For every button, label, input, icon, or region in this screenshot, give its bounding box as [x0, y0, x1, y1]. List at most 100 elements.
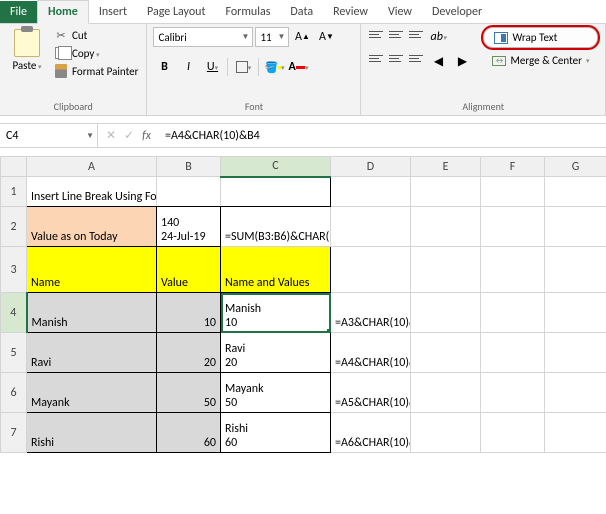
- cell-B3[interactable]: Value: [157, 247, 221, 293]
- shrink-font-button[interactable]: A▼: [315, 27, 337, 47]
- cell-D3[interactable]: [331, 247, 411, 293]
- font-color-button[interactable]: A: [287, 57, 309, 77]
- cell-D4[interactable]: =A3&CHAR(10)&B3: [331, 293, 411, 333]
- formula-bar[interactable]: =A4&CHAR(10)&B4: [159, 129, 606, 143]
- cell-E1[interactable]: [411, 177, 481, 207]
- tab-page-layout[interactable]: Page Layout: [137, 1, 215, 23]
- cell-B2[interactable]: 140 24-Jul-19: [157, 207, 221, 247]
- tab-home[interactable]: Home: [37, 0, 89, 24]
- cell-B5[interactable]: 20: [157, 333, 221, 373]
- cell-E4[interactable]: [411, 293, 481, 333]
- font-name-select[interactable]: Calibri▼: [153, 27, 253, 47]
- cell-F6[interactable]: [481, 373, 545, 413]
- row-header-5[interactable]: 5: [1, 333, 27, 373]
- cell-G6[interactable]: [545, 373, 606, 413]
- tab-formulas[interactable]: Formulas: [215, 1, 280, 23]
- cell-B1[interactable]: [157, 177, 221, 207]
- cell-G4[interactable]: [545, 293, 606, 333]
- cell-E6[interactable]: [411, 373, 481, 413]
- cell-E3[interactable]: [411, 247, 481, 293]
- cell-G7[interactable]: [545, 413, 606, 453]
- cell-A3[interactable]: Name: [27, 247, 157, 293]
- align-top-button[interactable]: [367, 27, 385, 41]
- row-header-2[interactable]: 2: [1, 207, 27, 247]
- row-header-6[interactable]: 6: [1, 373, 27, 413]
- col-header-A[interactable]: A: [27, 157, 157, 177]
- col-header-B[interactable]: B: [157, 157, 221, 177]
- tab-developer[interactable]: Developer: [422, 1, 492, 23]
- cell-A7[interactable]: Rishi: [27, 413, 157, 453]
- select-all-corner[interactable]: [1, 157, 27, 177]
- paste-button[interactable]: Paste: [6, 27, 48, 72]
- cell-C6[interactable]: Mayank 50: [221, 373, 331, 413]
- cell-F2[interactable]: [481, 207, 545, 247]
- cut-button[interactable]: ✂ Cut: [52, 27, 140, 43]
- cell-G1[interactable]: [545, 177, 606, 207]
- cell-A2[interactable]: Value as on Today: [27, 207, 157, 247]
- italic-button[interactable]: I: [177, 57, 199, 77]
- cell-D6[interactable]: =A5&CHAR(10)&B5: [331, 373, 411, 413]
- bold-button[interactable]: B: [153, 57, 175, 77]
- grow-font-button[interactable]: A▲: [291, 27, 313, 47]
- copy-button[interactable]: Copy: [52, 45, 140, 61]
- col-header-G[interactable]: G: [545, 157, 606, 177]
- cell-C1[interactable]: [221, 177, 331, 207]
- cell-C7[interactable]: Rishi 60: [221, 413, 331, 453]
- row-header-1[interactable]: 1: [1, 177, 27, 207]
- cell-G3[interactable]: [545, 247, 606, 293]
- cell-F3[interactable]: [481, 247, 545, 293]
- underline-button[interactable]: U: [201, 57, 223, 77]
- tab-data[interactable]: Data: [280, 1, 323, 23]
- cell-E7[interactable]: [411, 413, 481, 453]
- tab-view[interactable]: View: [378, 1, 422, 23]
- tab-review[interactable]: Review: [323, 1, 378, 23]
- cell-C4[interactable]: Manish 10: [221, 293, 331, 333]
- cell-F1[interactable]: [481, 177, 545, 207]
- increase-indent-button[interactable]: ▶: [451, 51, 473, 71]
- cell-A4[interactable]: Manish: [27, 293, 157, 333]
- cell-B4[interactable]: 10: [157, 293, 221, 333]
- cell-F5[interactable]: [481, 333, 545, 373]
- cell-E5[interactable]: [411, 333, 481, 373]
- align-left-button[interactable]: [367, 51, 385, 65]
- col-header-F[interactable]: F: [481, 157, 545, 177]
- fx-icon[interactable]: fx: [142, 129, 151, 143]
- col-header-E[interactable]: E: [411, 157, 481, 177]
- cell-A6[interactable]: Mayank: [27, 373, 157, 413]
- col-header-C[interactable]: C: [221, 157, 331, 177]
- cell-B7[interactable]: 60: [157, 413, 221, 453]
- tab-insert[interactable]: Insert: [89, 1, 137, 23]
- row-header-3[interactable]: 3: [1, 247, 27, 293]
- cell-D5[interactable]: =A4&CHAR(10)&B4: [331, 333, 411, 373]
- decrease-indent-button[interactable]: ◀: [427, 51, 449, 71]
- cell-G2[interactable]: [545, 207, 606, 247]
- cancel-formula-icon[interactable]: ✕: [106, 128, 116, 143]
- align-right-button[interactable]: [407, 51, 425, 65]
- wrap-text-button[interactable]: Wrap Text: [483, 27, 598, 48]
- cell-D2[interactable]: [331, 207, 411, 247]
- enter-formula-icon[interactable]: ✓: [124, 128, 134, 143]
- fill-color-button[interactable]: 🪣: [263, 57, 285, 77]
- cell-C3[interactable]: Name and Values: [221, 247, 331, 293]
- borders-button[interactable]: [232, 57, 254, 77]
- cell-F7[interactable]: [481, 413, 545, 453]
- cell-A5[interactable]: Ravi: [27, 333, 157, 373]
- cell-D1[interactable]: [331, 177, 411, 207]
- align-center-button[interactable]: [387, 51, 405, 65]
- font-size-select[interactable]: 11▼: [255, 27, 289, 47]
- merge-center-button[interactable]: Merge & Center: [483, 51, 598, 70]
- format-painter-button[interactable]: Format Painter: [52, 63, 140, 79]
- row-header-7[interactable]: 7: [1, 413, 27, 453]
- tab-file[interactable]: File: [0, 1, 37, 23]
- cell-D7[interactable]: =A6&CHAR(10)&B6: [331, 413, 411, 453]
- cell-A1[interactable]: Insert Line Break Using Formula: [27, 177, 157, 207]
- row-header-4[interactable]: 4: [1, 293, 27, 333]
- worksheet-grid[interactable]: ABCDEFG1Insert Line Break Using Formula2…: [0, 156, 606, 453]
- align-middle-button[interactable]: [387, 27, 405, 41]
- col-header-D[interactable]: D: [331, 157, 411, 177]
- cell-C2[interactable]: =SUM(B3:B6)&CHAR(10)&TEXT(TODAY(),"dd-MM…: [221, 207, 331, 247]
- cell-B6[interactable]: 50: [157, 373, 221, 413]
- orientation-button[interactable]: ab: [427, 27, 449, 47]
- name-box[interactable]: C4▼: [0, 124, 98, 147]
- cell-F4[interactable]: [481, 293, 545, 333]
